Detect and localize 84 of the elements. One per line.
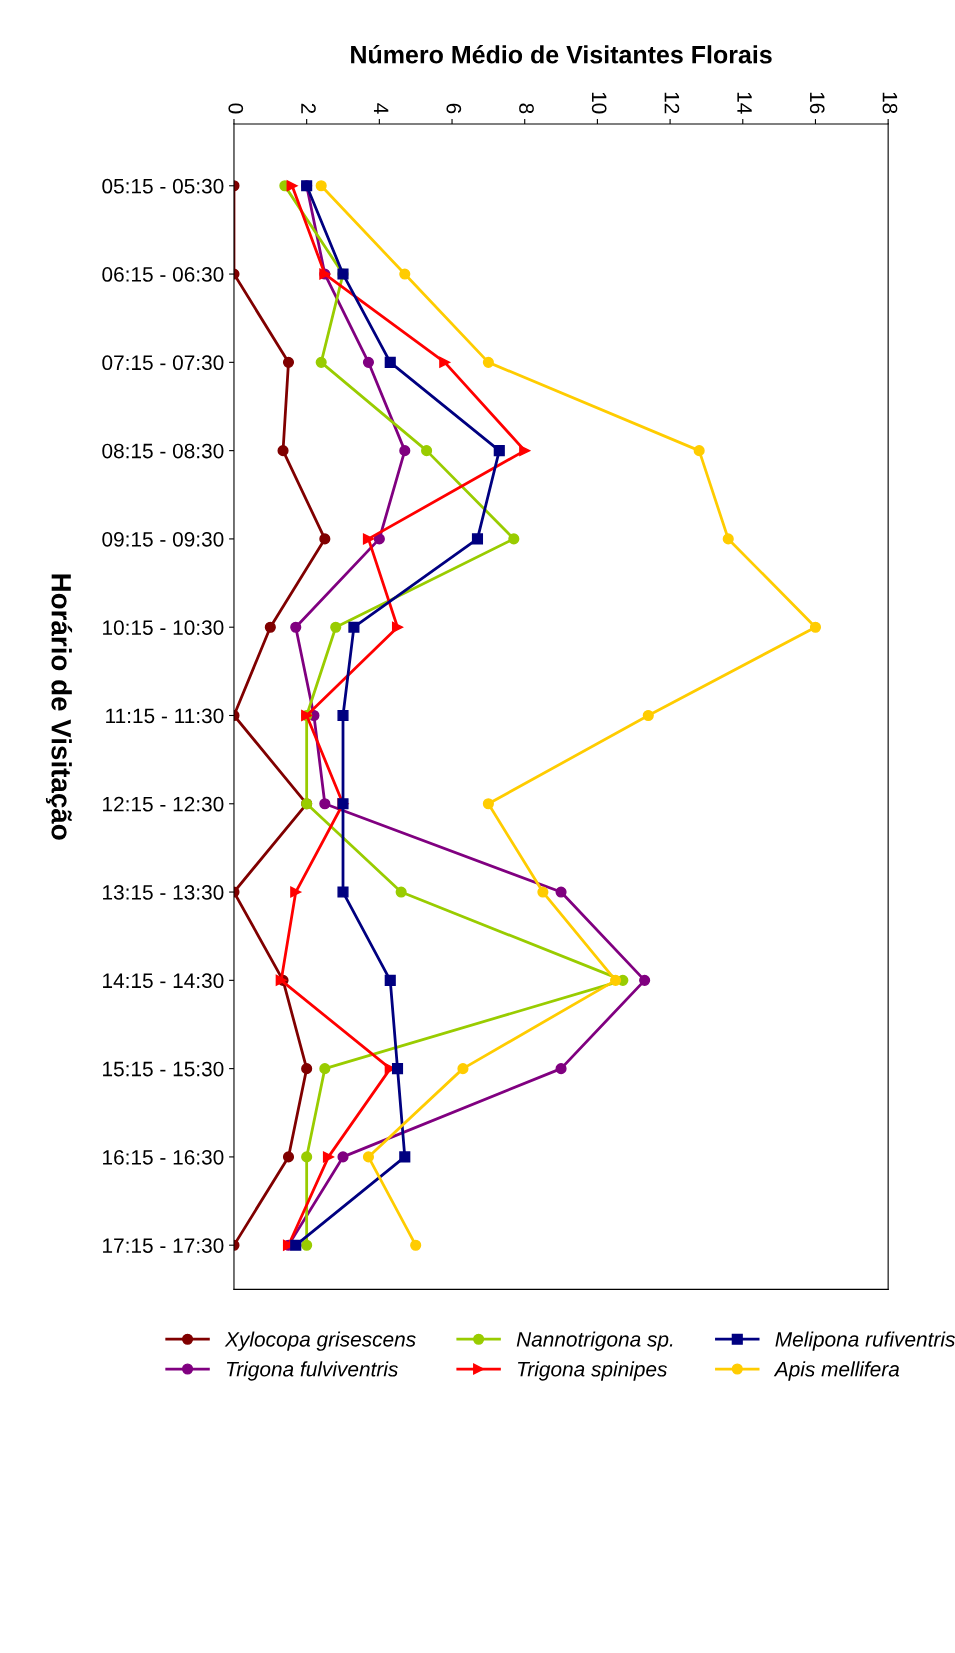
point (319, 798, 331, 810)
point (301, 1239, 313, 1251)
point (264, 621, 276, 633)
y-tick-label: 15:15 - 15:30 (103, 1061, 224, 1077)
point (362, 1151, 375, 1163)
x-tick-label: 12 (664, 92, 680, 114)
point (384, 356, 396, 368)
point (519, 445, 531, 457)
x-tick-label: 18 (882, 92, 898, 114)
point (290, 1239, 302, 1251)
point (319, 1063, 331, 1075)
legend-label: Nannotrigona sp. (516, 1331, 673, 1351)
point (722, 533, 734, 545)
point (362, 533, 375, 545)
x-tick-label: 10 (591, 92, 607, 114)
point (537, 886, 549, 898)
y-tick-label: 05:15 - 05:30 (102, 178, 224, 194)
point (399, 1151, 411, 1163)
point (282, 356, 295, 368)
point (315, 356, 327, 368)
point (319, 533, 331, 545)
y-tick-label: 06:15 - 06:30 (102, 267, 224, 282)
x-tick-label: 8 (519, 103, 534, 114)
point (315, 180, 327, 192)
x-tick-label: 2 (301, 103, 316, 114)
point (322, 1151, 335, 1163)
point (639, 974, 651, 986)
y-tick-label: 08:15 - 08:30 (102, 443, 224, 459)
point (642, 709, 654, 722)
point (286, 180, 298, 192)
x-tick-label: 14 (737, 92, 752, 114)
y-tick-label: 16:15 - 16:30 (103, 1149, 224, 1165)
point (555, 886, 567, 898)
point (471, 533, 484, 545)
legend-label: Melipona rufiventris (775, 1331, 955, 1351)
y-tick-label: 09:15 - 09:30 (102, 531, 224, 547)
x-tick-label: 0 (228, 103, 244, 114)
point (439, 356, 451, 368)
point (508, 533, 520, 545)
point (337, 709, 349, 722)
point (395, 886, 407, 898)
y-tick-label: 11:15 - 11:30 (106, 708, 224, 724)
point (610, 974, 622, 986)
y-tick-label: 07:15 - 07:30 (102, 355, 224, 371)
point (277, 445, 289, 457)
y-tick-label: 10:15 - 10:30 (103, 620, 224, 635)
legend-label: Trigona spinipes (517, 1361, 668, 1381)
point (399, 268, 411, 280)
point (373, 533, 385, 545)
point (555, 1063, 567, 1075)
legend-label: Apis mellifera (773, 1361, 900, 1381)
y-tick-label: 12:15 - 12:30 (103, 796, 224, 812)
point (493, 445, 505, 457)
legend-label: Xylocopa grisescens (224, 1331, 416, 1351)
y-axis-title: Horário de Visitação (45, 574, 73, 840)
x-tick-label: 6 (446, 103, 462, 114)
y-tick-label: 17:15 - 17:30 (103, 1238, 224, 1253)
point (482, 798, 494, 810)
point (482, 356, 494, 368)
x-axis-title: Número Médio de Visitantes Florais (351, 44, 772, 64)
point (362, 356, 375, 368)
x-tick-label: 4 (373, 103, 389, 114)
point (330, 621, 342, 633)
point (337, 886, 349, 898)
point (391, 621, 404, 633)
point (282, 1151, 295, 1163)
point (290, 886, 302, 898)
point (301, 1151, 313, 1163)
y-tick-label: 14:15 - 14:30 (103, 973, 224, 989)
point (348, 621, 360, 633)
point (457, 1063, 469, 1075)
point (399, 445, 411, 457)
point (693, 445, 705, 457)
x-tick-label: 16 (809, 92, 825, 114)
point (384, 974, 396, 986)
point (301, 1063, 313, 1075)
point (421, 445, 433, 457)
point (337, 1151, 349, 1163)
legend-label: Trigona fulviventris (226, 1361, 398, 1381)
y-tick-label: 13:15 - 13:30 (103, 885, 224, 900)
point (290, 621, 302, 633)
point (391, 1063, 404, 1075)
point (809, 621, 822, 633)
point (410, 1239, 422, 1251)
